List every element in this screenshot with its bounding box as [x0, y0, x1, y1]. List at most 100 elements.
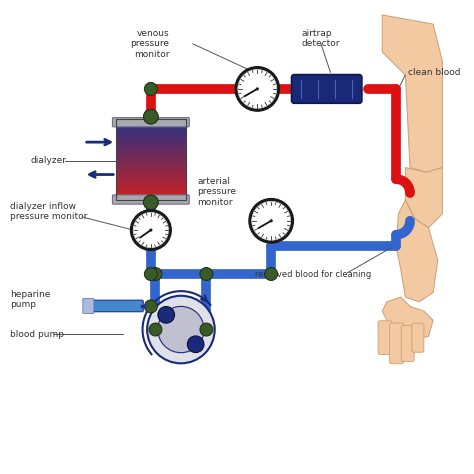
FancyBboxPatch shape	[390, 323, 403, 364]
Polygon shape	[382, 15, 442, 172]
Text: clean blood: clean blood	[408, 68, 460, 77]
Bar	[116, 179, 185, 181]
Bar	[116, 119, 185, 200]
Bar	[116, 148, 185, 149]
Bar	[116, 130, 185, 131]
Bar	[116, 160, 185, 162]
Circle shape	[145, 300, 157, 313]
FancyBboxPatch shape	[83, 299, 94, 313]
Bar	[116, 168, 185, 170]
Bar	[116, 158, 185, 159]
Circle shape	[149, 228, 153, 232]
Bar	[116, 170, 185, 172]
Circle shape	[144, 195, 158, 210]
Bar	[116, 197, 185, 198]
Bar	[116, 136, 185, 137]
Bar	[116, 118, 185, 120]
Bar	[116, 153, 185, 155]
Circle shape	[187, 336, 204, 353]
Bar	[116, 172, 185, 173]
Bar	[116, 195, 185, 197]
Circle shape	[145, 267, 157, 281]
Circle shape	[147, 296, 215, 364]
Bar	[116, 152, 185, 154]
Text: venous
pressure
monitor: venous pressure monitor	[130, 29, 169, 59]
Bar	[116, 154, 185, 155]
Text: arterial
pressure
monitor: arterial pressure monitor	[197, 177, 236, 207]
Bar	[116, 167, 185, 169]
FancyBboxPatch shape	[92, 300, 143, 312]
Text: heparine
pump: heparine pump	[10, 290, 50, 309]
Bar	[116, 134, 185, 135]
Bar	[116, 190, 185, 191]
Bar	[116, 175, 185, 177]
FancyBboxPatch shape	[112, 195, 189, 204]
Bar	[116, 192, 185, 194]
Circle shape	[133, 212, 168, 247]
FancyBboxPatch shape	[378, 321, 392, 355]
FancyBboxPatch shape	[292, 74, 362, 103]
Bar	[116, 151, 185, 153]
Bar	[116, 142, 185, 143]
Bar	[116, 173, 185, 175]
Bar	[116, 186, 185, 188]
Bar	[116, 174, 185, 176]
Circle shape	[200, 267, 213, 281]
Bar	[116, 182, 185, 184]
Bar	[116, 137, 185, 138]
Circle shape	[235, 67, 280, 111]
Bar	[116, 163, 185, 164]
Bar	[116, 144, 185, 146]
Text: airtrap
detector: airtrap detector	[301, 29, 340, 48]
Polygon shape	[396, 200, 438, 302]
Bar	[116, 181, 185, 183]
Bar	[116, 120, 185, 122]
Circle shape	[149, 267, 162, 281]
Bar	[116, 165, 185, 166]
Bar	[116, 133, 185, 134]
Circle shape	[200, 323, 213, 336]
Bar	[116, 149, 185, 150]
Bar	[116, 171, 185, 173]
Circle shape	[255, 87, 259, 91]
Bar	[116, 147, 185, 148]
Bar	[116, 155, 185, 156]
Text: blood pump: blood pump	[10, 330, 64, 339]
Bar	[116, 121, 185, 123]
Bar	[116, 143, 185, 144]
Circle shape	[249, 199, 293, 243]
Bar	[116, 164, 185, 165]
Circle shape	[145, 82, 157, 95]
Circle shape	[238, 70, 277, 109]
Bar	[116, 139, 185, 140]
Bar	[116, 188, 185, 190]
Bar	[116, 194, 185, 196]
Bar	[116, 185, 185, 187]
Bar	[116, 183, 185, 185]
Text: dialyzer inflow
pressure monitor: dialyzer inflow pressure monitor	[10, 202, 87, 221]
Bar	[116, 126, 185, 127]
Bar	[116, 138, 185, 139]
Bar	[116, 187, 185, 189]
Bar	[116, 128, 185, 129]
Bar	[116, 135, 185, 136]
Bar	[116, 150, 185, 151]
Bar	[116, 178, 185, 180]
Bar	[116, 146, 185, 147]
Polygon shape	[405, 168, 442, 228]
Bar	[116, 131, 185, 132]
Bar	[116, 145, 185, 146]
Bar	[116, 193, 185, 195]
FancyBboxPatch shape	[112, 118, 189, 127]
Circle shape	[158, 306, 204, 353]
FancyBboxPatch shape	[412, 323, 424, 352]
Bar	[116, 198, 185, 199]
Circle shape	[130, 210, 171, 250]
Bar	[116, 132, 185, 133]
Bar	[116, 180, 185, 182]
Text: dialyzer: dialyzer	[30, 156, 66, 165]
Polygon shape	[382, 297, 433, 339]
Bar	[116, 128, 185, 130]
Bar	[116, 169, 185, 171]
Bar	[116, 161, 185, 163]
